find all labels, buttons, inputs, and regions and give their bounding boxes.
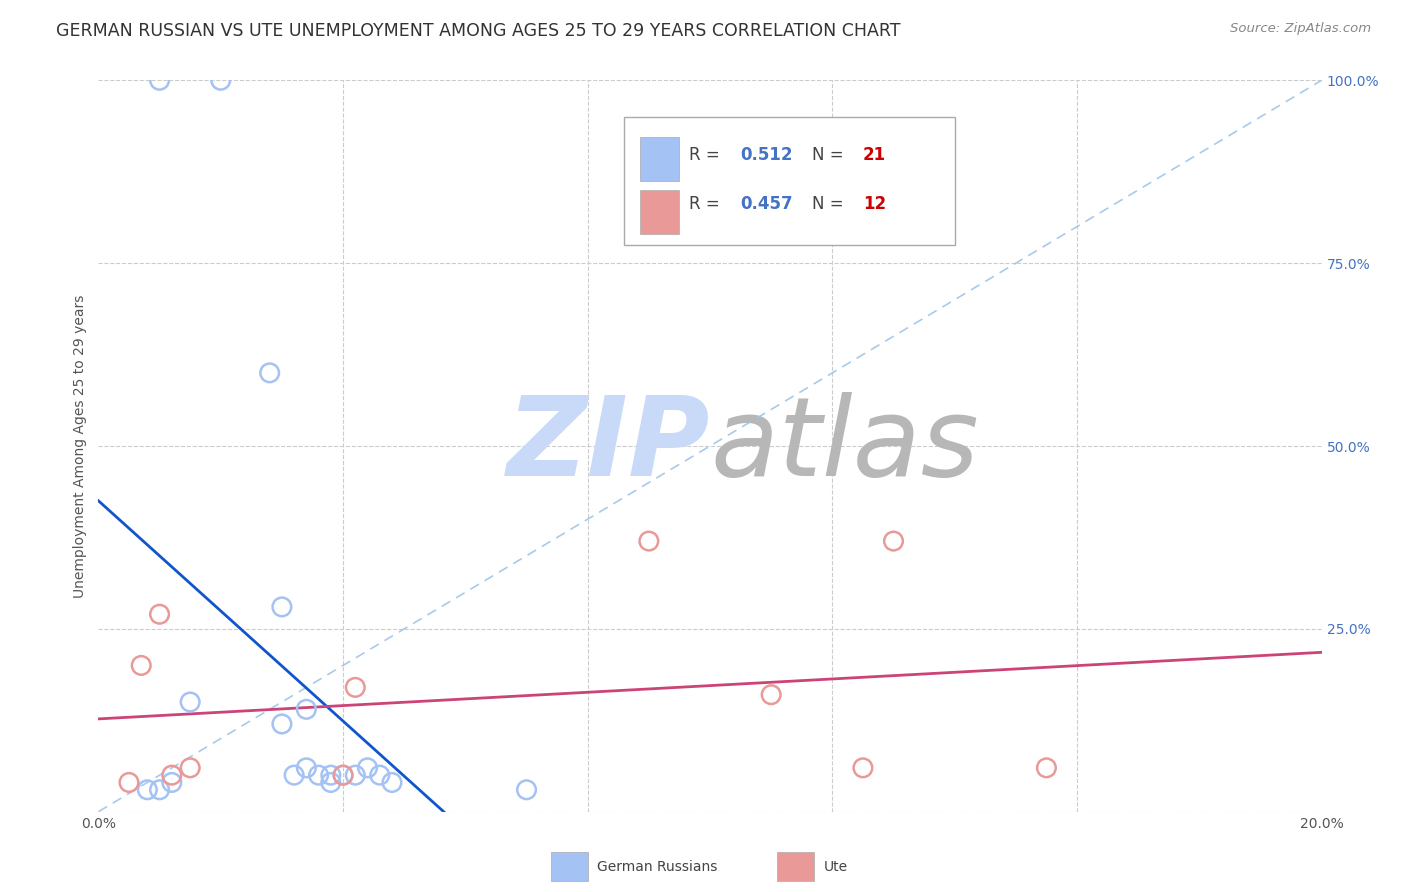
Text: 12: 12 bbox=[863, 194, 886, 212]
Point bbox=[295, 702, 318, 716]
Point bbox=[368, 768, 391, 782]
Text: R =: R = bbox=[689, 146, 725, 164]
Point bbox=[319, 775, 342, 789]
Point bbox=[179, 761, 201, 775]
Text: N =: N = bbox=[811, 194, 848, 212]
Point bbox=[118, 775, 141, 789]
Text: 0.512: 0.512 bbox=[741, 146, 793, 164]
Text: German Russians: German Russians bbox=[598, 860, 718, 873]
Point bbox=[136, 782, 159, 797]
Text: atlas: atlas bbox=[710, 392, 979, 500]
Point bbox=[1035, 761, 1057, 775]
Bar bbox=[551, 852, 588, 881]
Point bbox=[295, 761, 318, 775]
Text: Source: ZipAtlas.com: Source: ZipAtlas.com bbox=[1230, 22, 1371, 36]
Point bbox=[356, 761, 378, 775]
Point bbox=[319, 768, 342, 782]
Point bbox=[883, 534, 905, 549]
Text: 0.457: 0.457 bbox=[741, 194, 793, 212]
Text: GERMAN RUSSIAN VS UTE UNEMPLOYMENT AMONG AGES 25 TO 29 YEARS CORRELATION CHART: GERMAN RUSSIAN VS UTE UNEMPLOYMENT AMONG… bbox=[56, 22, 901, 40]
Point bbox=[852, 761, 875, 775]
FancyBboxPatch shape bbox=[624, 117, 955, 245]
Bar bbox=[640, 137, 679, 181]
Text: 21: 21 bbox=[863, 146, 886, 164]
Point bbox=[308, 768, 330, 782]
Point bbox=[259, 366, 281, 380]
Bar bbox=[640, 190, 679, 234]
Point bbox=[129, 658, 152, 673]
Text: N =: N = bbox=[811, 146, 848, 164]
Point bbox=[270, 717, 292, 731]
Point bbox=[637, 534, 661, 549]
Text: Ute: Ute bbox=[824, 860, 848, 873]
Point bbox=[344, 681, 367, 695]
Point bbox=[344, 768, 367, 782]
Point bbox=[209, 73, 232, 87]
Bar bbox=[778, 852, 814, 881]
Point bbox=[160, 775, 183, 789]
Point bbox=[149, 607, 172, 622]
Point bbox=[160, 768, 183, 782]
Point bbox=[149, 782, 172, 797]
Y-axis label: Unemployment Among Ages 25 to 29 years: Unemployment Among Ages 25 to 29 years bbox=[73, 294, 87, 598]
Text: R =: R = bbox=[689, 194, 725, 212]
Point bbox=[381, 775, 404, 789]
Point bbox=[283, 768, 305, 782]
Point bbox=[516, 782, 538, 797]
Point bbox=[270, 599, 292, 614]
Point bbox=[149, 73, 172, 87]
Point bbox=[759, 688, 782, 702]
Point bbox=[179, 695, 201, 709]
Text: ZIP: ZIP bbox=[506, 392, 710, 500]
Point bbox=[332, 768, 354, 782]
Point bbox=[332, 768, 354, 782]
